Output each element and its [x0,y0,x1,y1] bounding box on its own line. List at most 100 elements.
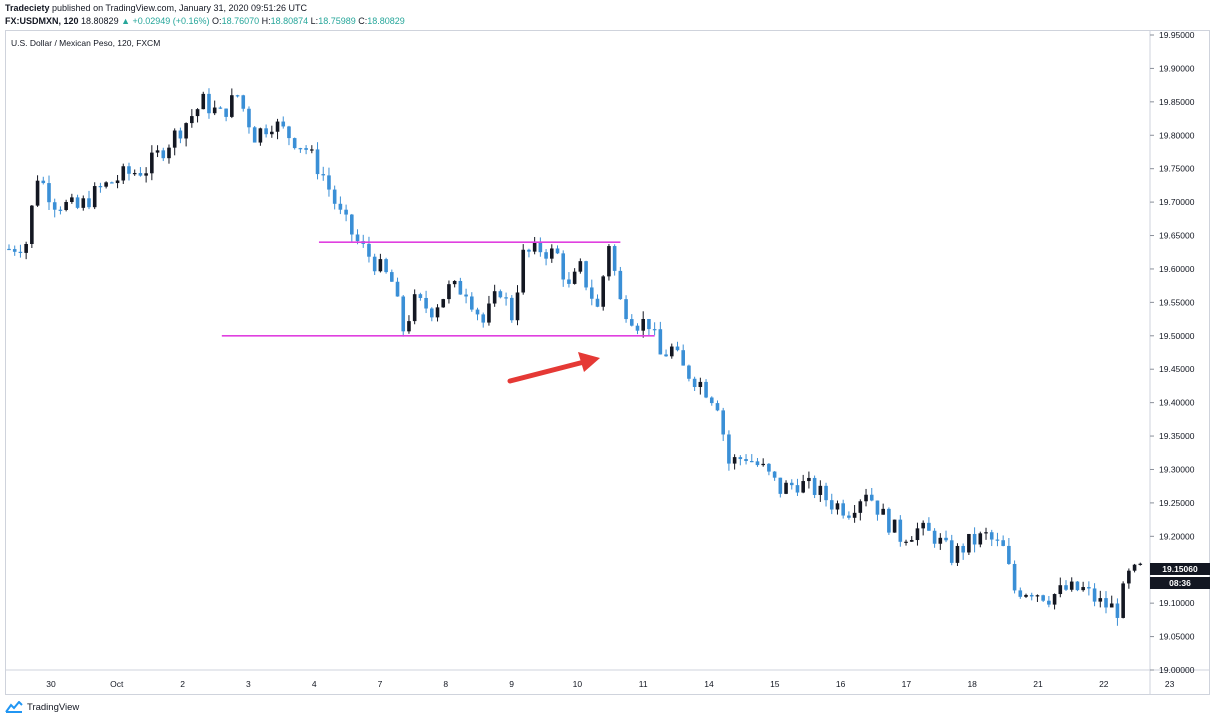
candle-body[interactable] [178,130,183,139]
candle-body[interactable] [527,249,531,252]
candle-body[interactable] [927,522,931,531]
candle-body[interactable] [932,530,937,544]
candle-body[interactable] [115,180,120,184]
candle-body[interactable] [1121,583,1125,618]
candle-body[interactable] [469,296,474,310]
candle-body[interactable] [498,291,503,298]
candle-body[interactable] [669,346,674,357]
candle-body[interactable] [921,522,925,529]
candle-body[interactable] [258,128,263,143]
candle-body[interactable] [355,234,360,242]
candle-body[interactable] [824,485,828,501]
candle-body[interactable] [132,173,137,175]
candle-body[interactable] [584,261,588,288]
candle-body[interactable] [858,501,863,513]
candle-body[interactable] [835,503,840,510]
candle-body[interactable] [212,107,217,114]
candle-body[interactable] [401,296,406,332]
candle-body[interactable] [635,325,640,331]
candle-body[interactable] [1087,587,1091,589]
candle-body[interactable] [281,121,286,127]
candle-body[interactable] [475,309,480,315]
candle-body[interactable] [887,508,891,533]
candle-body[interactable] [150,152,154,174]
candle-body[interactable] [915,528,920,541]
candle-body[interactable] [898,519,903,542]
candle-body[interactable] [230,95,234,117]
candle-body[interactable] [75,197,80,208]
candle-body[interactable] [167,147,171,159]
candle-body[interactable] [732,457,737,464]
candle-body[interactable] [698,381,703,388]
candle-body[interactable] [789,482,794,486]
candle-body[interactable] [532,241,537,252]
candle-body[interactable] [767,463,771,472]
candle-body[interactable] [235,95,240,97]
brand-name[interactable]: TradingView [27,701,80,713]
candle-body[interactable] [624,299,628,320]
candle-body[interactable] [367,243,371,257]
candle-body[interactable] [961,545,965,553]
candle-body[interactable] [127,166,131,174]
candle-body[interactable] [92,186,97,208]
candle-body[interactable] [641,319,646,331]
candle-body[interactable] [1109,603,1114,608]
candle-body[interactable] [1075,581,1080,591]
candle-body[interactable] [1035,595,1040,597]
candle-body[interactable] [561,253,566,280]
candle-body[interactable] [18,251,23,254]
candle-body[interactable] [578,261,583,272]
candle-body[interactable] [1012,563,1017,591]
candle-body[interactable] [321,174,326,176]
candle-body[interactable] [350,214,354,235]
candle-body[interactable] [378,259,383,272]
candle-body[interactable] [812,477,817,495]
candle-body[interactable] [647,319,651,330]
candle-body[interactable] [1007,545,1011,564]
candle-body[interactable] [24,243,28,253]
candle-body[interactable] [407,321,411,332]
candle-body[interactable] [1029,594,1034,597]
candle-body[interactable] [509,297,514,321]
candle-body[interactable] [275,121,280,132]
candle-body[interactable] [784,482,788,494]
candle-body[interactable] [829,500,834,510]
candle-body[interactable] [664,354,668,357]
candle-body[interactable] [81,198,86,208]
candle-body[interactable] [869,494,874,501]
candle-body[interactable] [1092,588,1097,602]
candle-body[interactable] [652,329,657,331]
candle-body[interactable] [7,248,11,251]
candle-body[interactable] [172,130,177,148]
candle-body[interactable] [492,291,497,304]
candle-body[interactable] [801,481,805,493]
candle-body[interactable] [458,280,463,295]
candle-body[interactable] [601,276,606,307]
candle-body[interactable] [687,365,691,379]
candle-body[interactable] [52,202,57,210]
candle-body[interactable] [675,346,680,351]
author-name[interactable]: Tradeciety [5,3,50,13]
candle-body[interactable] [47,183,51,203]
candle-body[interactable] [447,284,451,300]
candle-body[interactable] [881,508,885,515]
candle-body[interactable] [1047,600,1051,605]
candle-body[interactable] [121,166,126,181]
candle-body[interactable] [847,515,851,518]
candle-body[interactable] [144,173,148,176]
candle-body[interactable] [338,203,343,210]
candle-body[interactable] [310,149,314,151]
candle-body[interactable] [138,173,143,176]
candle-body[interactable] [441,299,446,308]
candle-body[interactable] [515,292,520,321]
candle-body[interactable] [435,307,440,318]
candle-body[interactable] [201,93,206,110]
candle-body[interactable] [464,294,468,297]
candle-body[interactable] [538,241,543,253]
candle-body[interactable] [1138,563,1143,565]
candle-body[interactable] [761,463,765,466]
candle-body[interactable] [864,494,868,502]
candle-body[interactable] [315,149,320,175]
candle-body[interactable] [607,246,611,277]
